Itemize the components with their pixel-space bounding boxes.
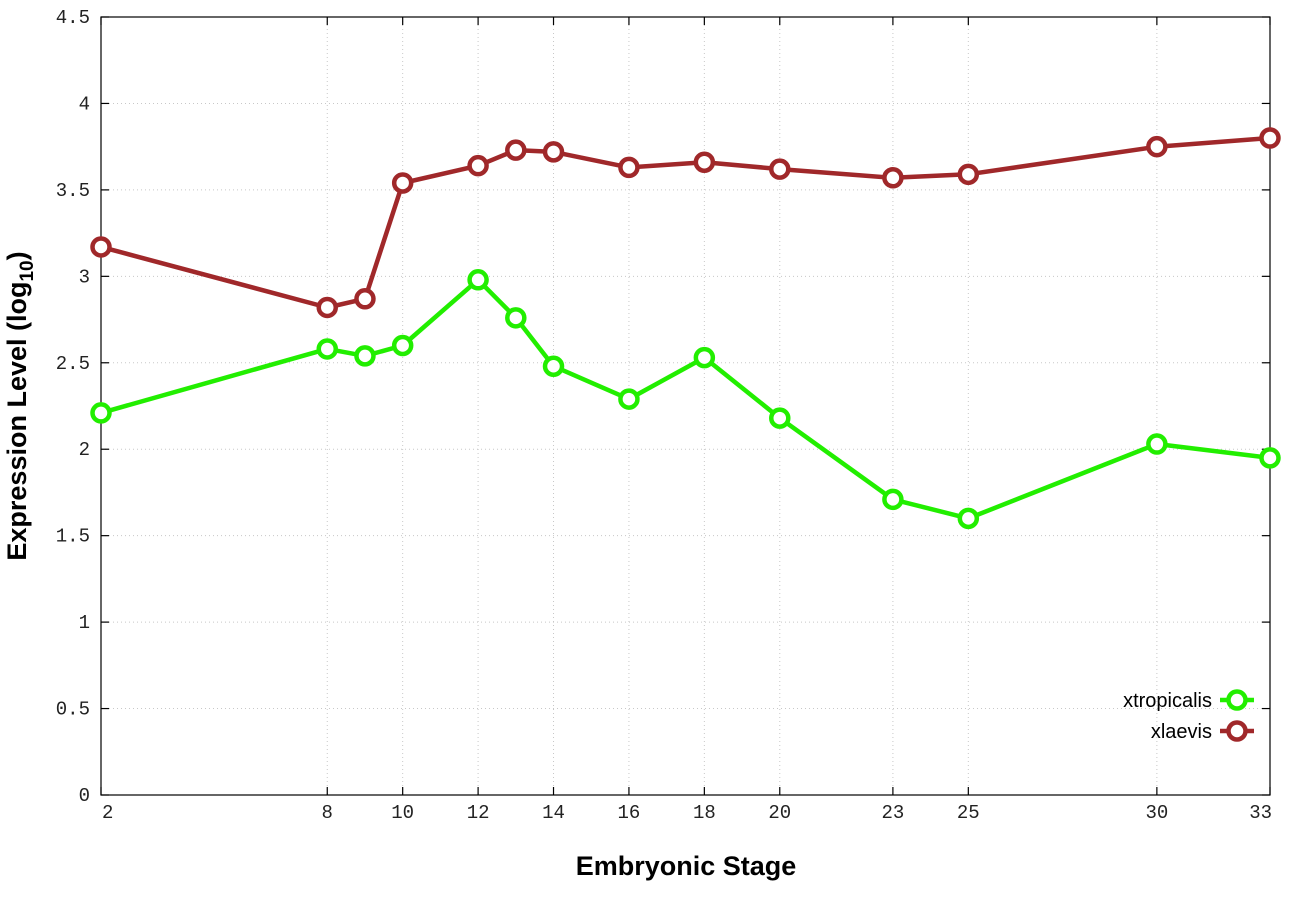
y-tick-label: 3 <box>79 266 90 288</box>
data-point-xlaevis <box>542 141 565 163</box>
data-point-xlaevis <box>354 288 376 310</box>
x-tick-label: 23 <box>881 802 904 824</box>
legend: xtropicalis xlaevis <box>1123 689 1254 743</box>
x-tick-label: 20 <box>768 802 791 824</box>
x-tick-label: 30 <box>1145 802 1168 824</box>
data-point-xlaevis <box>882 167 904 189</box>
legend-label-xlaevis: xlaevis <box>1151 721 1212 743</box>
y-tick-label: 4.5 <box>56 7 90 29</box>
data-point-xlaevis <box>316 296 339 319</box>
data-point-xtropicalis <box>505 307 527 329</box>
data-point-xtropicalis <box>90 402 112 424</box>
legend-marker-xlaevis <box>1226 720 1248 742</box>
series-layer <box>90 127 1281 530</box>
x-tick-label: 33 <box>1249 802 1272 824</box>
y-tick-label: 1 <box>79 612 90 634</box>
data-point-xtropicalis <box>391 334 414 357</box>
data-point-xtropicalis <box>354 345 376 367</box>
data-point-xlaevis <box>618 156 640 179</box>
data-point-xtropicalis <box>618 388 640 410</box>
x-axis: 2 8 10 12 14 16 18 20 23 25 30 33 <box>100 17 1272 824</box>
x-tick-label: 16 <box>618 802 641 824</box>
series-line-xtropicalis <box>100 277 1271 521</box>
x-tick-label: 25 <box>957 802 980 824</box>
data-point-xlaevis <box>1146 135 1168 158</box>
grid-lines <box>101 17 1270 795</box>
legend-marker-xtropicalis <box>1226 689 1248 711</box>
data-point-xtropicalis <box>542 355 565 377</box>
data-point-xlaevis <box>391 172 414 194</box>
y-tick-label: 4 <box>79 93 90 115</box>
data-point-xtropicalis <box>957 507 980 530</box>
y-axis: 0 0.5 1 1.5 2 2.5 3 3.5 4 4.5 <box>56 7 1270 807</box>
data-point-xtropicalis <box>1259 447 1281 469</box>
x-tick-label: 12 <box>467 802 490 824</box>
x-axis-title: Embryonic Stage <box>576 851 797 881</box>
data-point-xtropicalis <box>693 346 716 369</box>
x-tick-label: 18 <box>693 802 716 824</box>
y-tick-label: 3.5 <box>56 180 90 202</box>
data-point-xlaevis <box>693 151 716 173</box>
x-tick-label: 8 <box>322 802 333 824</box>
data-point-xtropicalis <box>316 338 339 360</box>
series-line-xlaevis <box>100 135 1271 310</box>
y-tick-label: 0.5 <box>56 699 90 721</box>
y-tick-label: 1.5 <box>56 526 90 548</box>
legend-label-xtropicalis: xtropicalis <box>1123 690 1212 712</box>
x-tick-label: 14 <box>542 802 565 824</box>
data-point-xlaevis <box>90 236 112 258</box>
data-point-xlaevis <box>769 158 791 180</box>
x-tick-label: 10 <box>391 802 414 824</box>
y-axis-title: Expression Level (log10) <box>2 251 38 560</box>
x-tick-label: 2 <box>102 802 113 824</box>
data-point-xtropicalis <box>1146 433 1168 455</box>
data-point-xtropicalis <box>882 488 904 511</box>
y-tick-label: 2.5 <box>56 353 90 375</box>
data-point-xlaevis <box>957 163 980 186</box>
data-point-xlaevis <box>467 154 489 177</box>
y-tick-label: 0 <box>79 785 90 807</box>
data-point-xtropicalis <box>467 269 489 291</box>
data-point-xtropicalis <box>769 407 791 429</box>
y-tick-label: 2 <box>79 439 90 461</box>
data-point-xlaevis <box>505 139 527 161</box>
data-point-xlaevis <box>1259 127 1281 149</box>
plot-frame <box>100 16 1271 796</box>
